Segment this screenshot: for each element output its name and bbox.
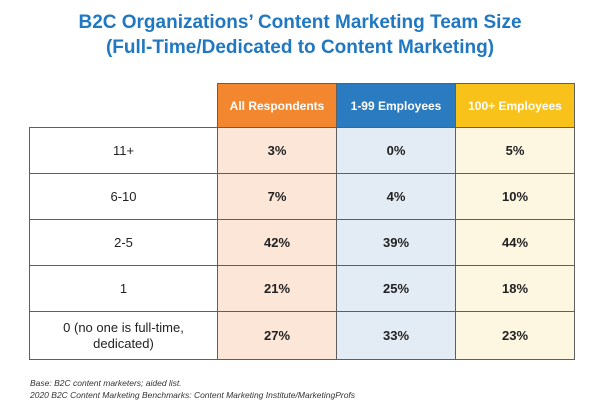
table-cell: 27% (217, 311, 337, 360)
row-label-line-2: dedicated) (93, 335, 154, 351)
table-cell: 5% (455, 127, 575, 174)
chart-title: B2C Organizations’ Content Marketing Tea… (0, 10, 600, 60)
table-row: 11+ 3% 0% 5% (29, 127, 575, 174)
corner-cell (30, 84, 218, 128)
table-cell: 33% (336, 311, 456, 360)
table-cell: 4% (336, 173, 456, 220)
row-label: 0 (no one is full-time, dedicated) (29, 311, 218, 360)
table-cell: 44% (455, 219, 575, 266)
table-cell: 23% (455, 311, 575, 360)
row-label-line-1: 0 (no one is full-time, (63, 319, 184, 335)
table-cell: 21% (217, 265, 337, 312)
row-label: 6-10 (29, 173, 218, 220)
footnote: Base: B2C content marketers; aided list.… (30, 377, 355, 401)
table-cell: 0% (336, 127, 456, 174)
table-cell: 18% (455, 265, 575, 312)
table-cell: 42% (217, 219, 337, 266)
table-row: 2-5 42% 39% 44% (29, 219, 575, 266)
row-label: 1 (29, 265, 218, 312)
row-label: 11+ (29, 127, 218, 174)
table-row: 0 (no one is full-time, dedicated) 27% 3… (29, 311, 575, 360)
table-cell: 3% (217, 127, 337, 174)
table-cell: 10% (455, 173, 575, 220)
column-header-all-respondents: All Respondents (217, 83, 337, 128)
footnote-source: 2020 B2C Content Marketing Benchmarks: C… (30, 390, 356, 400)
footnote-base: Base: B2C content marketers; aided list. (30, 378, 182, 388)
data-table: All Respondents 1-99 Employees 100+ Empl… (29, 83, 575, 360)
table-row: 6-10 7% 4% 10% (29, 173, 575, 220)
header-row: All Respondents 1-99 Employees 100+ Empl… (30, 83, 575, 128)
table-cell: 7% (217, 173, 337, 220)
row-label: 2-5 (29, 219, 218, 266)
table-cell: 25% (336, 265, 456, 312)
chart-title-line-1: B2C Organizations’ Content Marketing Tea… (78, 12, 522, 33)
column-header-100-plus-employees: 100+ Employees (455, 83, 575, 128)
column-header-1-99-employees: 1-99 Employees (336, 83, 456, 128)
table-row: 1 21% 25% 18% (29, 265, 575, 312)
chart-title-line-2: (Full-Time/Dedicated to Content Marketin… (105, 37, 495, 58)
table-cell: 39% (336, 219, 456, 266)
